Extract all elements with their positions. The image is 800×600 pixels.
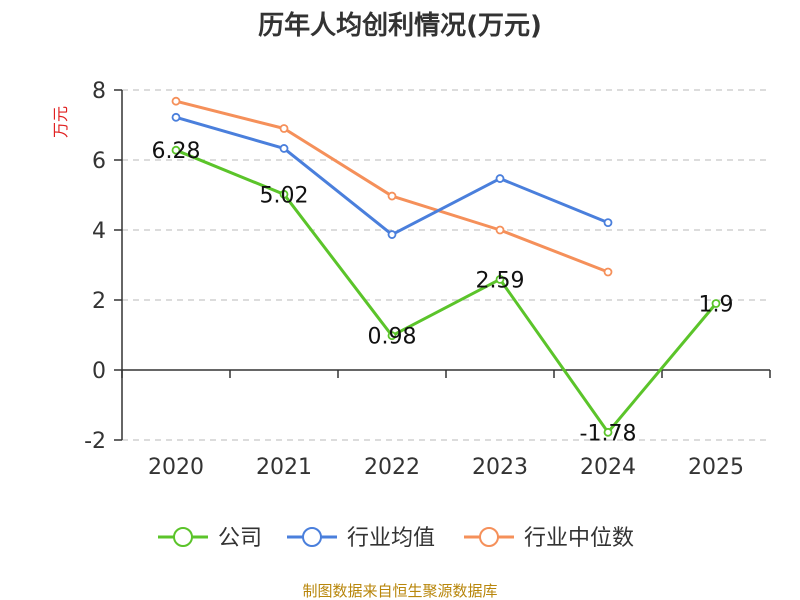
x-tick-label: 2023: [472, 455, 528, 480]
data-point: [495, 225, 505, 235]
series-line-2: [175, 99, 609, 274]
data-labels: 6.28 5.02 0.98 2.59 -1.78 1.9: [152, 139, 734, 446]
y-tick-label: 8: [92, 79, 106, 104]
data-point: [495, 274, 505, 284]
x-tick-label: 2020: [148, 455, 204, 480]
legend-label: 行业中位数: [524, 526, 634, 551]
x-tick-label: 2025: [688, 455, 744, 480]
data-point: [603, 218, 613, 228]
series-lines: [171, 96, 721, 437]
y-tick-labels: 8 6 4 2 0 -2: [84, 79, 106, 454]
data-point: [387, 230, 397, 239]
data-point: [279, 124, 289, 133]
data-point: [603, 427, 613, 437]
x-tick-labels: 2020 2021 2022 2023 2024 2025: [148, 455, 744, 480]
data-point: [171, 96, 181, 106]
y-tick-label: 2: [92, 289, 106, 314]
y-tick-label: 0: [92, 359, 106, 384]
data-point: [603, 267, 613, 277]
data-label: 6.28: [152, 139, 201, 164]
legend: 公司 行业均值 行业中位数: [158, 526, 634, 551]
source-note: 制图数据来自恒生聚源数据库: [302, 582, 497, 600]
axes: [121, 90, 771, 440]
data-point: [171, 145, 181, 155]
series-line-0: [175, 148, 718, 434]
legend-marker: [479, 527, 499, 547]
data-point: [279, 189, 289, 199]
grid-lines: [114, 89, 770, 441]
y-tick-label: 6: [92, 149, 106, 174]
data-point: [387, 331, 397, 341]
data-label: 0.98: [368, 325, 417, 350]
data-label: -1.78: [580, 421, 637, 446]
legend-label: 公司: [218, 526, 262, 551]
data-label: 5.02: [260, 183, 309, 208]
chart-title: 历年人均创利情况(万元): [258, 10, 542, 41]
data-point: [171, 112, 181, 122]
data-point: [495, 174, 505, 183]
y-tick-label: 4: [92, 219, 106, 244]
x-tick-label: 2022: [364, 455, 420, 480]
y-axis-label: 万元: [51, 106, 70, 138]
legend-marker: [302, 527, 322, 547]
y-tick-label: -2: [84, 429, 106, 454]
data-label: 2.59: [476, 268, 525, 293]
data-point: [279, 144, 289, 153]
legend-label: 行业均值: [347, 526, 435, 551]
data-point: [711, 299, 721, 308]
data-point: [387, 191, 397, 201]
data-label: 1.9: [699, 293, 734, 318]
legend-marker: [173, 527, 193, 547]
x-tick-label: 2021: [256, 455, 312, 480]
x-tick-label: 2024: [580, 455, 636, 480]
